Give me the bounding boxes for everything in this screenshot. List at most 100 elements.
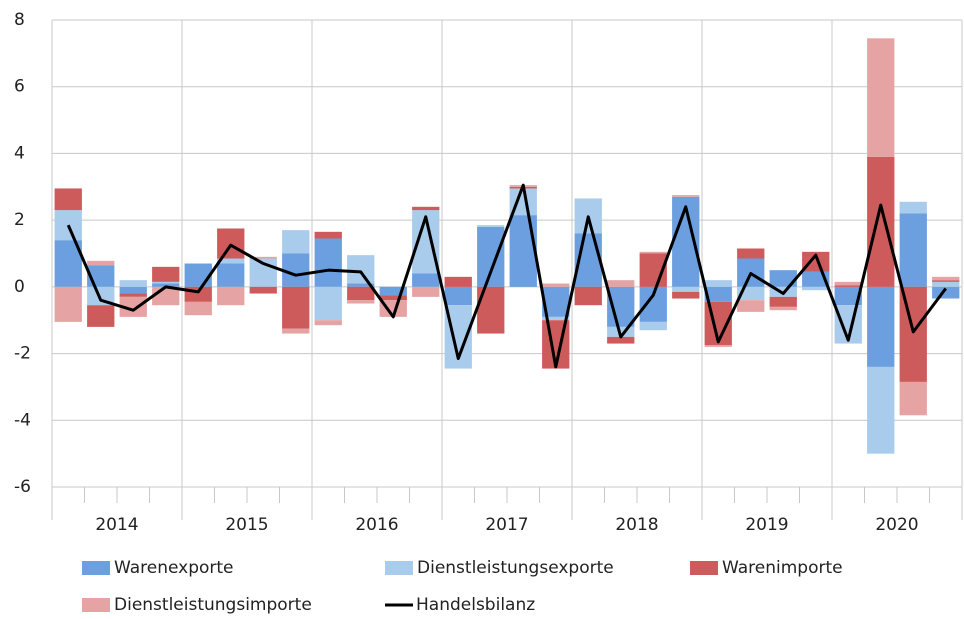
bar-segment bbox=[347, 300, 375, 304]
bar-segment bbox=[607, 280, 635, 287]
bar-segment bbox=[477, 226, 505, 287]
bar-segment bbox=[834, 286, 862, 306]
x-tick-label: 2016 bbox=[355, 515, 398, 535]
bar-segment bbox=[379, 300, 407, 317]
bar-segment bbox=[737, 300, 765, 312]
bar-segment bbox=[184, 263, 212, 287]
bar-segment bbox=[899, 381, 927, 416]
bar-segment bbox=[639, 321, 667, 331]
bar-segment bbox=[412, 273, 440, 287]
bar-segment bbox=[54, 286, 82, 322]
bar-segment bbox=[639, 251, 667, 254]
y-tick-label: 8 bbox=[14, 10, 25, 30]
x-tick-label: 2014 bbox=[95, 515, 138, 535]
bar-segment bbox=[834, 281, 862, 286]
bar-segment bbox=[282, 286, 310, 329]
bar-segment bbox=[769, 270, 797, 287]
bar-segment bbox=[87, 260, 115, 266]
legend-label: Warenimporte bbox=[722, 558, 843, 578]
bar-segment bbox=[932, 280, 960, 282]
bar-segment bbox=[444, 276, 472, 287]
legend-label: Dienstleistungsimporte bbox=[114, 595, 312, 615]
bar-segment bbox=[769, 296, 797, 307]
bar-segment bbox=[119, 296, 147, 317]
bar-segment bbox=[834, 285, 862, 287]
bar-segment bbox=[282, 253, 310, 287]
legend-swatch bbox=[690, 561, 718, 575]
x-tick-label: 2020 bbox=[875, 515, 918, 535]
bar-segment bbox=[899, 201, 927, 214]
bar-segment bbox=[314, 320, 342, 326]
y-tick-label: 6 bbox=[14, 77, 25, 97]
bar-segment bbox=[477, 225, 505, 227]
bar-segment bbox=[119, 280, 147, 287]
bar-segment bbox=[249, 286, 277, 294]
x-tick-label: 2015 bbox=[225, 515, 268, 535]
bar-segment bbox=[347, 286, 375, 301]
legend-swatch bbox=[385, 561, 413, 575]
legend-label: Dienstleistungsexporte bbox=[417, 558, 614, 578]
bar-segment bbox=[607, 336, 635, 344]
bar-segment bbox=[412, 286, 440, 297]
bar-segment bbox=[932, 276, 960, 281]
bar-segment bbox=[152, 283, 180, 287]
bar-segment bbox=[444, 286, 472, 306]
bar-segment bbox=[217, 263, 245, 287]
bar-segment bbox=[184, 301, 212, 316]
bar-segment bbox=[899, 213, 927, 287]
bar-segment bbox=[379, 295, 407, 301]
bar-segment bbox=[217, 228, 245, 259]
legend-label: Warenexporte bbox=[114, 558, 234, 578]
bar-segment bbox=[574, 286, 602, 306]
bar-segment bbox=[542, 316, 570, 321]
bar-segment bbox=[54, 188, 82, 211]
bar-segment bbox=[932, 281, 960, 287]
bar-segment bbox=[87, 305, 115, 327]
bar-segment bbox=[867, 156, 895, 287]
bar-segment bbox=[249, 256, 277, 259]
bar-segment bbox=[119, 293, 147, 297]
bar-segment bbox=[282, 230, 310, 254]
x-tick-label: 2017 bbox=[485, 515, 528, 535]
legend-swatch bbox=[82, 561, 110, 575]
bar-segment bbox=[379, 286, 407, 296]
bar-segment bbox=[347, 283, 375, 287]
x-tick-label: 2019 bbox=[745, 515, 788, 535]
bar-segment bbox=[802, 286, 830, 291]
y-tick-label: 0 bbox=[14, 277, 25, 297]
y-tick-label: -4 bbox=[14, 410, 31, 430]
bar-segment bbox=[282, 328, 310, 334]
bar-segment bbox=[217, 286, 245, 306]
y-tick-label: -6 bbox=[14, 477, 31, 497]
bar-segment bbox=[899, 286, 927, 382]
bar-segment bbox=[87, 286, 115, 306]
y-tick-label: 2 bbox=[14, 210, 25, 230]
bar-segment bbox=[737, 248, 765, 259]
legend-swatch bbox=[82, 598, 110, 612]
y-tick-label: 4 bbox=[14, 143, 25, 163]
bar-segment bbox=[867, 286, 895, 367]
legend-label: Handelsbilanz bbox=[416, 595, 535, 615]
balance-line bbox=[66, 183, 947, 369]
bar-segment bbox=[412, 206, 440, 211]
bar-segment bbox=[867, 366, 895, 454]
bar-segment bbox=[542, 283, 570, 287]
bar-segment bbox=[704, 280, 732, 287]
bar-segment bbox=[314, 286, 342, 321]
bar-segment bbox=[672, 291, 700, 299]
bar-segment bbox=[672, 195, 700, 197]
bar-segment bbox=[867, 38, 895, 157]
bar-segment bbox=[314, 238, 342, 287]
y-tick-label: -2 bbox=[14, 344, 31, 364]
bar-segment bbox=[704, 286, 732, 302]
bar-segment bbox=[704, 345, 732, 347]
bar-segment bbox=[769, 306, 797, 311]
bar-segment bbox=[672, 286, 700, 292]
bar-segment bbox=[152, 281, 180, 284]
bar-segment bbox=[152, 266, 180, 282]
bar-segment bbox=[314, 231, 342, 239]
bar-segment bbox=[932, 286, 960, 299]
x-tick-label: 2018 bbox=[615, 515, 658, 535]
bar-segment bbox=[347, 255, 375, 284]
